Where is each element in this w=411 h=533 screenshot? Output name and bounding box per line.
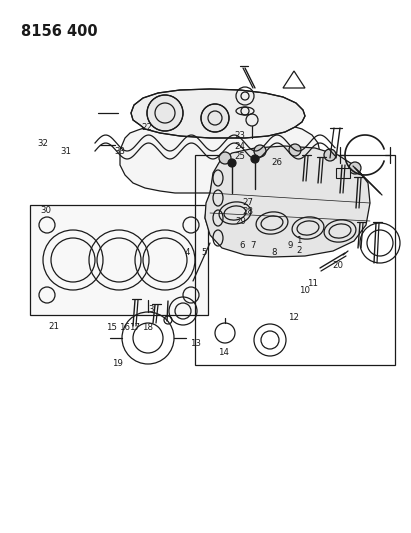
Text: 1: 1 — [296, 237, 301, 245]
Text: 33: 33 — [114, 148, 125, 156]
Text: 30: 30 — [40, 206, 51, 215]
Text: 29: 29 — [235, 217, 246, 225]
Text: 28: 28 — [242, 207, 254, 216]
Polygon shape — [205, 146, 370, 257]
Text: 12: 12 — [288, 313, 299, 321]
Text: 8: 8 — [271, 248, 277, 256]
Text: 22: 22 — [142, 124, 153, 132]
Text: 4: 4 — [184, 248, 189, 256]
Text: 21: 21 — [48, 322, 60, 330]
Text: 7: 7 — [250, 241, 255, 249]
Circle shape — [228, 159, 236, 167]
Polygon shape — [131, 89, 305, 138]
Text: 11: 11 — [307, 279, 319, 288]
Text: 23: 23 — [234, 132, 245, 140]
Circle shape — [349, 162, 361, 174]
Polygon shape — [205, 150, 365, 246]
Polygon shape — [120, 120, 320, 193]
Circle shape — [251, 155, 259, 163]
Circle shape — [289, 144, 301, 156]
Text: 8156 400: 8156 400 — [21, 24, 97, 39]
Bar — [195, 155, 395, 365]
Circle shape — [147, 95, 183, 131]
Circle shape — [201, 104, 229, 132]
Circle shape — [254, 145, 266, 157]
Circle shape — [324, 149, 336, 161]
Text: 20: 20 — [332, 261, 343, 270]
Text: 2: 2 — [296, 246, 301, 255]
Circle shape — [219, 152, 231, 164]
Text: 5: 5 — [201, 248, 207, 256]
Text: 9: 9 — [288, 241, 293, 249]
Text: 32: 32 — [37, 140, 48, 148]
Text: 16: 16 — [119, 324, 130, 332]
Bar — [336, 168, 350, 178]
Text: 15: 15 — [106, 324, 117, 332]
Text: 25: 25 — [234, 152, 245, 160]
Text: 19: 19 — [112, 359, 122, 368]
Text: 10: 10 — [299, 286, 310, 295]
Bar — [30, 205, 208, 315]
Text: 6: 6 — [239, 241, 245, 249]
Text: 26: 26 — [271, 158, 282, 167]
Text: 18: 18 — [142, 324, 153, 332]
Text: 24: 24 — [234, 142, 245, 151]
Text: 13: 13 — [190, 340, 201, 348]
Text: 31: 31 — [61, 148, 72, 156]
Text: 3: 3 — [148, 305, 153, 313]
Text: 17: 17 — [129, 324, 141, 332]
Text: 14: 14 — [218, 349, 229, 357]
Text: 27: 27 — [242, 198, 254, 207]
